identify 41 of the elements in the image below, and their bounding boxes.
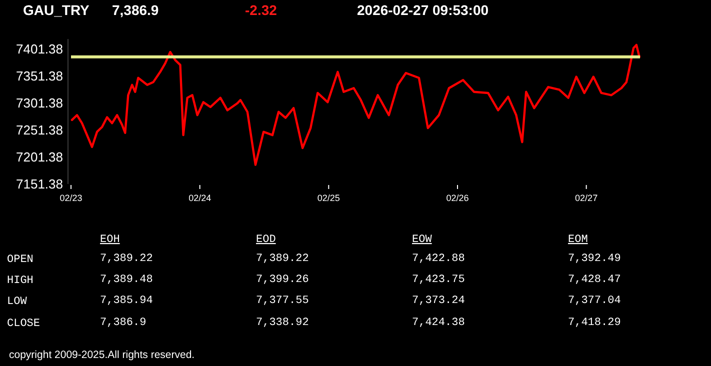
text: 7,424.38: [412, 317, 465, 329]
category-label: EOD: [256, 234, 276, 246]
text: 7,338.92: [256, 317, 309, 329]
category-label: LOW: [7, 296, 27, 308]
category-label: EOW: [412, 234, 432, 246]
text: 2026-02-27 09:53:00: [357, 2, 489, 18]
text: 7,423.75: [412, 274, 465, 286]
text: 7,385.94: [100, 295, 153, 307]
text: -2.32: [245, 2, 278, 18]
x-tick-label: 02/27: [575, 193, 598, 203]
chart-title: GAU_TRY: [23, 2, 90, 18]
text: 7,399.26: [256, 274, 309, 286]
x-tick-label: 02/23: [60, 193, 82, 203]
category-label: EOH: [100, 234, 120, 246]
text: 7,392.49: [568, 253, 621, 265]
y-tick-label: 7301.38: [16, 96, 63, 111]
x-tick-label: 02/24: [188, 193, 212, 203]
text: 7,422.88: [412, 253, 465, 265]
text: 7,389.48: [100, 274, 153, 286]
category-label: OPEN: [7, 254, 34, 266]
line-series: [70, 44, 640, 166]
text: 7,428.47: [568, 274, 621, 286]
text: 7,377.55: [256, 295, 309, 307]
text: 7,389.22: [100, 253, 153, 265]
category-label: EOM: [568, 234, 588, 246]
x-tick-label: 02/25: [317, 193, 340, 203]
text: 7,386.9: [100, 317, 146, 329]
text: copyright 2009-2025.All rights reserved.: [9, 349, 195, 361]
text: 7,389.22: [256, 253, 309, 265]
text: 7,373.24: [412, 295, 465, 307]
y-tick-label: 7151.38: [16, 176, 63, 192]
y-tick-label: 7351.38: [16, 68, 63, 84]
text: 7,377.04: [568, 295, 621, 307]
category-label: HIGH: [7, 275, 34, 287]
y-tick-label: 7401.38: [16, 42, 63, 57]
y-tick-label: 7201.38: [16, 150, 63, 165]
x-tick-label: 02/26: [446, 193, 469, 203]
category-label: CLOSE: [7, 318, 40, 330]
text: 7,418.29: [568, 317, 621, 329]
text: 7,386.9: [112, 2, 159, 18]
y-tick-label: 7251.38: [16, 122, 63, 138]
